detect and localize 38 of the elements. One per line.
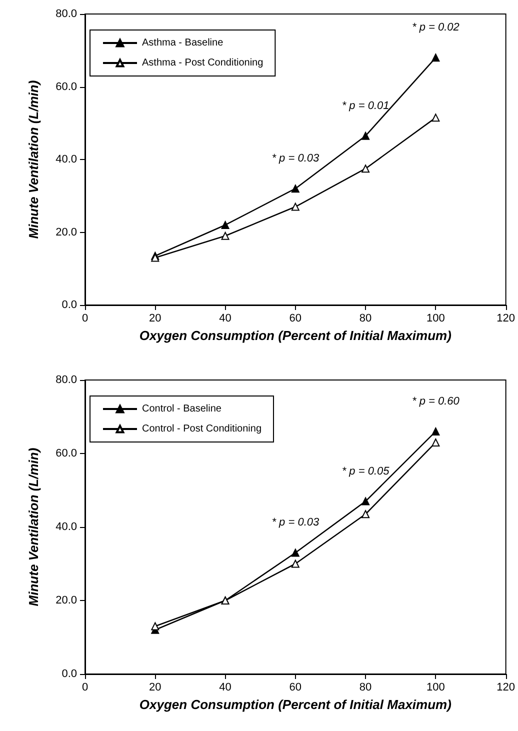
x-axis-title: Oxygen Consumption (Percent of Initial Maximum) [139, 696, 452, 712]
x-tick-label: 20 [149, 682, 162, 694]
annotation: * p = 0.03 [272, 152, 320, 165]
x-tick-label: 80 [359, 682, 372, 694]
y-tick-label: 80.0 [56, 374, 77, 386]
legend-label: Control - Post Conditioning [142, 424, 262, 434]
annotation: * p = 0.02 [412, 22, 460, 34]
y-axis-title: Minute Ventilation (L/min) [26, 448, 41, 606]
y-tick-label: 20.0 [56, 226, 77, 238]
x-tick-label: 120 [496, 682, 516, 694]
legend-label: Asthma - Post Conditioning [142, 58, 264, 68]
annotation: * p = 0.60 [412, 395, 460, 408]
y-tick-label: 0.0 [62, 299, 77, 311]
x-tick-label: 20 [149, 312, 162, 324]
y-tick-label: 80.0 [56, 8, 77, 20]
x-tick-label: 40 [219, 312, 232, 324]
y-tick-label: 60.0 [56, 448, 77, 460]
y-tick-label: 0.0 [62, 668, 77, 680]
x-tick-label: 60 [289, 312, 302, 324]
x-tick-label: 40 [219, 682, 232, 694]
legend-label: Asthma - Baseline [142, 38, 224, 48]
annotation: * p = 0.03 [272, 516, 320, 529]
y-tick-label: 20.0 [56, 594, 77, 606]
x-axis-title: Oxygen Consumption (Percent of Initial Maximum) [139, 328, 452, 343]
y-tick-label: 60.0 [56, 80, 77, 93]
y-axis-title: Minute Ventilation (L/min) [26, 80, 41, 239]
annotation: * p = 0.05 [342, 465, 390, 478]
y-tick-label: 40.0 [56, 154, 77, 166]
x-tick-label: 120 [496, 312, 516, 324]
y-tick-label: 40.0 [56, 521, 77, 533]
x-tick-label: 60 [289, 682, 302, 694]
x-tick-label: 100 [426, 682, 445, 694]
x-tick-label: 100 [426, 312, 445, 324]
legend-label: Control - Baseline [142, 404, 222, 414]
x-tick-label: 0 [82, 682, 88, 694]
annotation: * p = 0.01 [342, 100, 390, 112]
x-tick-label: 0 [82, 312, 88, 324]
x-tick-label: 80 [359, 312, 372, 324]
